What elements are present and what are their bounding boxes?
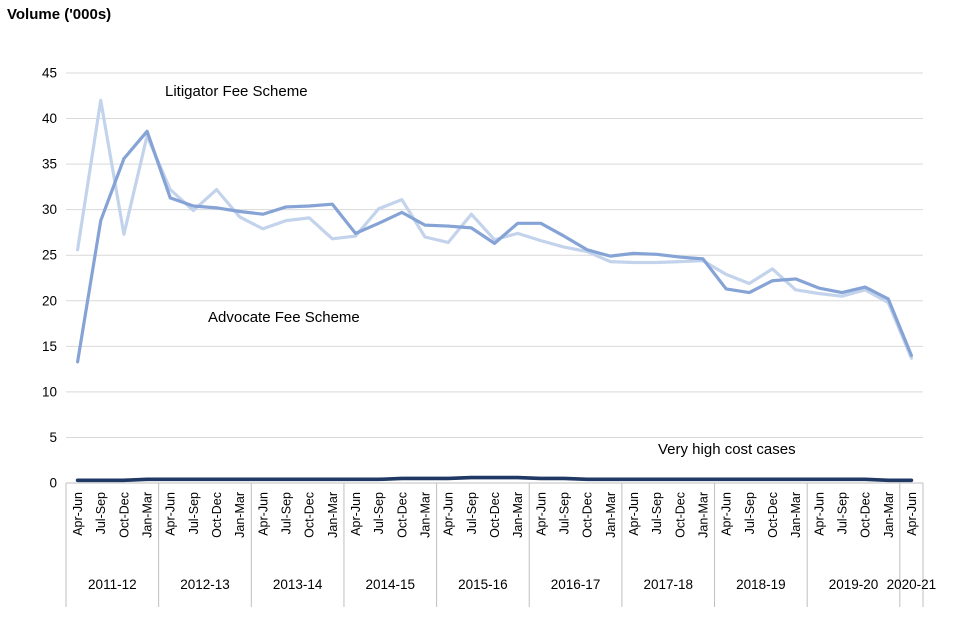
x-quarter-label: Apr-Jun: [905, 492, 919, 536]
x-year-label: 2018-19: [736, 577, 786, 592]
y-tick-label: 45: [42, 66, 57, 81]
x-quarter-label: Jan-Mar: [419, 492, 433, 538]
y-tick-label: 0: [49, 476, 57, 491]
x-quarter-label: Apr-Jun: [720, 492, 734, 536]
series-lines: [75, 98, 914, 483]
x-quarter-label: Jan-Mar: [882, 492, 896, 538]
x-year-label: 2013-14: [273, 577, 323, 592]
x-quarter-label: Jul-Sep: [372, 492, 386, 534]
y-tick-label: 20: [42, 293, 57, 308]
x-quarter-label: Apr-Jun: [627, 492, 641, 536]
y-tick-label: 15: [42, 339, 57, 354]
x-quarter-label: Jul-Sep: [465, 492, 479, 534]
x-year-label: 2020-21: [887, 577, 937, 592]
series-line-advocate-fee-scheme: [75, 129, 914, 364]
x-quarter-label: Oct-Dec: [210, 492, 224, 538]
x-quarter-label: Jul-Sep: [94, 492, 108, 534]
x-quarter-label: Apr-Jun: [442, 492, 456, 536]
x-axis: Apr-Jun Jul-Sep Oct-Dec Jan-Mar Apr-Jun Jul-S…: [65, 482, 937, 607]
x-quarter-label: Jul-Sep: [557, 492, 571, 534]
x-quarter-label: Apr-Jun: [71, 492, 85, 536]
x-quarter-label: Oct-Dec: [673, 492, 687, 538]
x-quarter-label: Apr-Jun: [164, 492, 178, 536]
x-year-label: 2011-12: [88, 577, 137, 592]
x-quarter-label: Apr-Jun: [812, 492, 826, 536]
y-tick-label: 40: [42, 111, 57, 126]
x-quarter-label: Jul-Sep: [280, 492, 294, 534]
y-tick-label: 10: [42, 384, 57, 399]
x-year-label: 2016-17: [551, 577, 601, 592]
x-year-label: 2015-16: [458, 577, 508, 592]
x-quarter-label: Apr-Jun: [349, 492, 363, 536]
series-label-very-high-cost-cases: Very high cost cases: [658, 441, 796, 458]
y-tick-label: 35: [42, 157, 57, 172]
x-quarter-label: Jul-Sep: [650, 492, 664, 534]
series-line-litigator-fee-scheme: [75, 98, 914, 360]
x-year-label: 2017-18: [643, 577, 693, 592]
x-quarter-label: Jul-Sep: [835, 492, 849, 534]
series-label-advocate-fee-scheme: Advocate Fee Scheme: [208, 309, 360, 326]
y-axis-tick-labels: 0 5 10 15 20 25 30 35 40 45: [42, 66, 57, 491]
x-quarter-label: Jan-Mar: [511, 492, 525, 538]
x-quarter-label: Oct-Dec: [581, 492, 595, 538]
x-quarter-label: Apr-Jun: [256, 492, 270, 536]
x-year-label: 2012-13: [180, 577, 230, 592]
y-tick-label: 25: [42, 248, 57, 263]
x-quarter-label: Jul-Sep: [743, 492, 757, 534]
x-quarter-label: Oct-Dec: [395, 492, 409, 538]
x-quarter-label: Oct-Dec: [766, 492, 780, 538]
y-tick-label: 30: [42, 202, 57, 217]
x-quarter-label: Jan-Mar: [233, 492, 247, 538]
x-quarter-label: Oct-Dec: [117, 492, 131, 538]
x-quarter-label: Apr-Jun: [534, 492, 548, 536]
x-quarter-label: Jul-Sep: [187, 492, 201, 534]
y-tick-label: 5: [49, 430, 57, 445]
x-quarter-label: Jan-Mar: [789, 492, 803, 538]
series-label-litigator-fee-scheme: Litigator Fee Scheme: [165, 83, 308, 100]
x-quarter-label: Oct-Dec: [488, 492, 502, 538]
x-quarter-label: Jan-Mar: [326, 492, 340, 538]
x-quarter-label: Oct-Dec: [859, 492, 873, 538]
chart-title: Volume ('000s): [7, 6, 112, 23]
x-quarter-label: Jan-Mar: [696, 492, 710, 538]
x-year-label: 2014-15: [365, 577, 415, 592]
x-quarter-label: Jan-Mar: [141, 492, 155, 538]
series-line-very-high-cost-cases: [75, 475, 914, 483]
x-year-label: 2019-20: [829, 577, 879, 592]
x-quarter-label: Jan-Mar: [604, 492, 618, 538]
gridlines: [66, 72, 923, 438]
x-quarter-label: Oct-Dec: [303, 492, 317, 538]
